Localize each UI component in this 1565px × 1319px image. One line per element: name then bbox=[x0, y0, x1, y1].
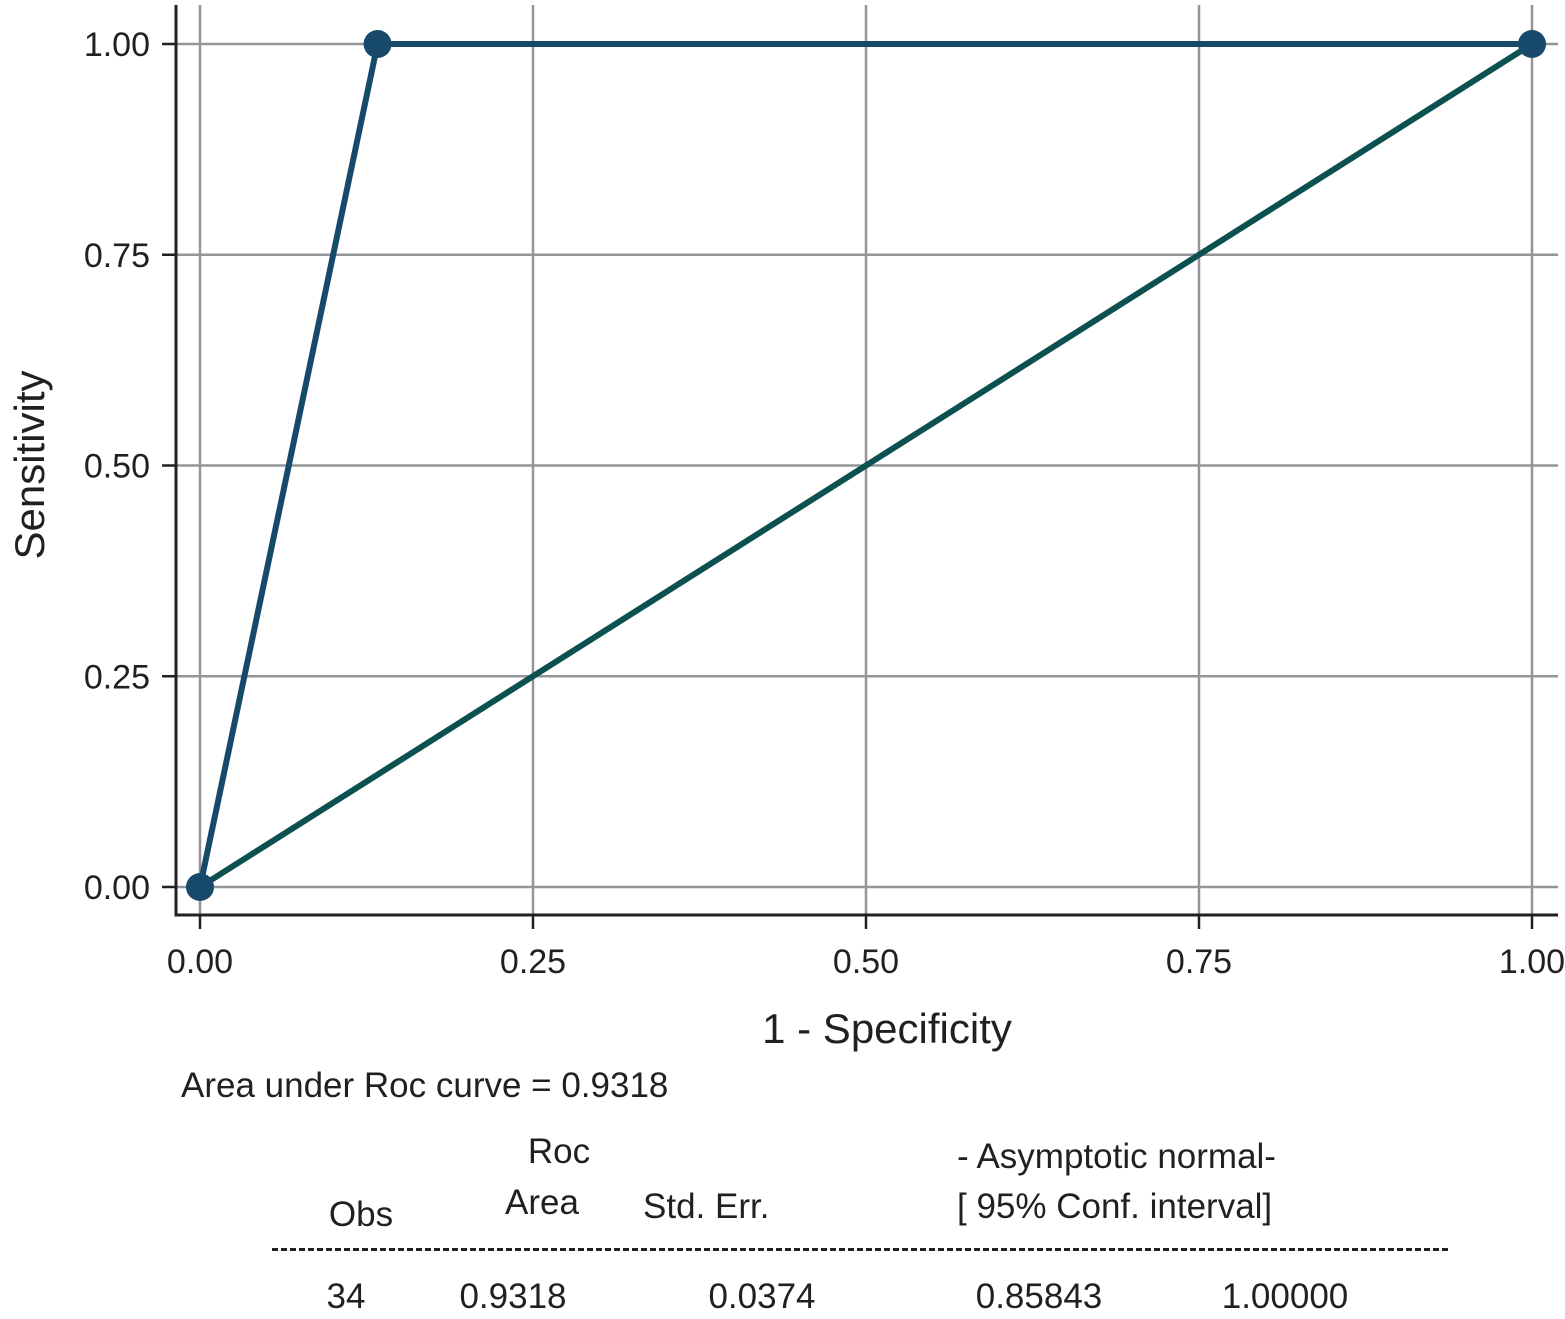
grid bbox=[176, 5, 1558, 915]
axes bbox=[174, 5, 1558, 917]
x-tick-label: 0.75 bbox=[1166, 943, 1232, 981]
y-tick-label: 0.75 bbox=[84, 237, 150, 275]
cell-ci-high: 1.00000 bbox=[1221, 1277, 1349, 1316]
header-area: Area bbox=[505, 1183, 579, 1222]
x-tick-label: 0.50 bbox=[833, 943, 899, 981]
area-under-roc-text: Area under Roc curve = 0.9318 bbox=[181, 1066, 669, 1105]
cell-obs: 34 bbox=[326, 1277, 366, 1316]
y-tick-label: 0.50 bbox=[84, 448, 150, 486]
x-tick-label: 0.25 bbox=[500, 943, 566, 981]
y-tick-label: 1.00 bbox=[84, 26, 150, 64]
cell-ci-low: 0.85843 bbox=[975, 1277, 1103, 1316]
tick-marks bbox=[162, 42, 1534, 929]
header-obs: Obs bbox=[328, 1195, 394, 1234]
roc-chart: 0.00 0.25 0.50 0.75 1.00 0.00 0.25 0.50 0.75 1.00… bbox=[6, 5, 1565, 1052]
y-axis-title: Sensitivity bbox=[6, 370, 53, 559]
header-asymptotic-normal: - Asymptotic normal- bbox=[957, 1137, 1276, 1176]
cell-roc-area: 0.9318 bbox=[459, 1277, 567, 1316]
header-conf-interval: [ 95% Conf. interval] bbox=[957, 1187, 1273, 1226]
cell-std-err: 0.0374 bbox=[708, 1277, 816, 1316]
x-tick-label: 0.00 bbox=[167, 943, 233, 981]
header-roc: Roc bbox=[527, 1132, 591, 1171]
y-tick-label: 0.00 bbox=[84, 869, 150, 907]
series bbox=[186, 30, 1546, 901]
roc-point bbox=[1518, 30, 1546, 58]
header-std-err: Std. Err. bbox=[643, 1187, 770, 1226]
y-tick-label: 0.25 bbox=[84, 658, 150, 696]
table-divider bbox=[272, 1248, 1448, 1251]
x-tick-label: 1.00 bbox=[1499, 943, 1565, 981]
x-axis-title: 1 - Specificity bbox=[762, 1005, 1012, 1052]
roc-point bbox=[186, 873, 214, 901]
reference-diagonal-line bbox=[197, 41, 1535, 890]
roc-point bbox=[363, 30, 392, 58]
tick-labels: 0.00 0.25 0.50 0.75 1.00 0.00 0.25 0.50 0.75 1.00 bbox=[84, 26, 1565, 981]
